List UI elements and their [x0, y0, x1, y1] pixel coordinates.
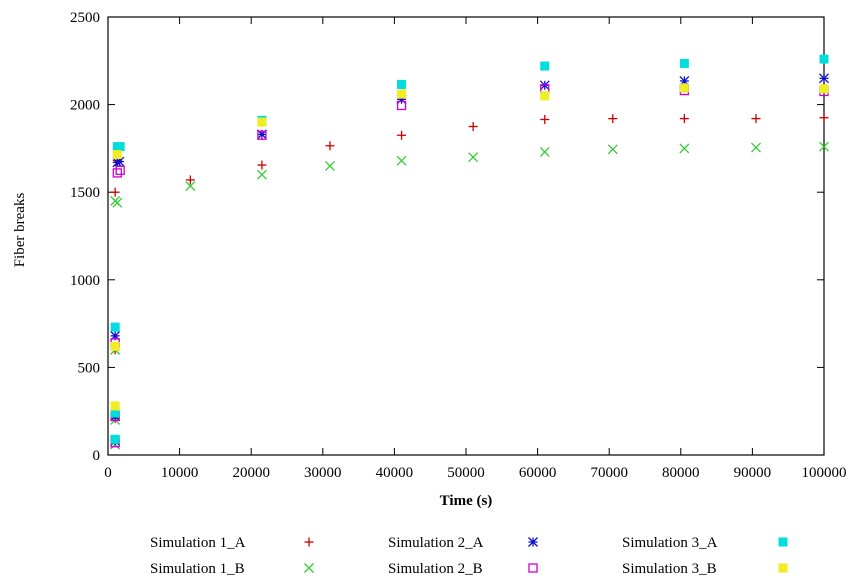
data-point-series-5 [110, 408, 120, 418]
legend-marker [528, 537, 538, 547]
data-point-series-1 [468, 122, 478, 131]
data-point-series-6 [397, 89, 407, 99]
data-point-series-2 [751, 142, 761, 153]
legend: Simulation 1_A Simulation 1_B Simulation 2… [150, 535, 788, 577]
data-point-series-5 [115, 142, 125, 152]
legend-item: Simulation 1_A [150, 535, 314, 551]
x-tick-label: 30000 [304, 465, 342, 481]
x-tick-label: 90000 [734, 465, 772, 481]
x-axis-label: Time (s) [440, 493, 493, 509]
legend-label: Simulation 1_A [150, 535, 246, 551]
legend-marker [778, 563, 788, 573]
data-point-series-5 [540, 61, 550, 71]
y-tick-label: 2000 [70, 98, 100, 114]
data-point-series-4 [112, 168, 122, 178]
data-point-series-5 [110, 434, 120, 444]
legend-marker [528, 563, 538, 573]
data-point-series-1 [608, 114, 618, 124]
data-point-series-6 [110, 341, 120, 351]
legend-label: Simulation 2_B [388, 561, 483, 577]
data-point-series-2 [325, 160, 335, 171]
data-point-series-5 [679, 58, 689, 68]
y-axis-label: Fiber breaks [12, 193, 28, 268]
legend-label: Simulation 1_B [150, 561, 245, 577]
x-tick-label: 60000 [519, 465, 557, 481]
legend-item: Simulation 2_B [388, 561, 538, 577]
data-point-series-3 [819, 73, 829, 84]
data-point-series-2 [112, 197, 123, 208]
data-point-series-2 [539, 146, 550, 157]
data-point-series-1 [185, 175, 195, 185]
data-point-series-1 [679, 114, 689, 124]
data-point-series-1 [540, 114, 550, 124]
data-point-series-5 [110, 322, 120, 332]
plot-axes [107, 16, 825, 456]
data-point-series-6 [679, 83, 689, 93]
data-points [110, 54, 829, 450]
x-tick-label: 40000 [376, 465, 414, 481]
data-point-series-2 [468, 152, 479, 163]
data-point-series-1 [110, 187, 120, 197]
data-point-series-4 [396, 100, 407, 111]
data-point-series-4 [115, 165, 125, 175]
legend-label: Simulation 2_A [388, 535, 484, 551]
data-point-series-6 [819, 84, 829, 94]
x-tick-label: 50000 [447, 465, 485, 481]
y-tick-label: 500 [78, 360, 101, 376]
legend-marker [304, 563, 314, 573]
data-point-series-5 [819, 54, 829, 64]
plot-frame [107, 16, 825, 456]
data-point-series-6 [112, 150, 122, 160]
legend-item: Simulation 3_A [622, 535, 788, 551]
data-point-series-4 [257, 130, 267, 140]
x-tick-label: 20000 [232, 465, 270, 481]
axis-ticks: 0 10000 20000 30000 40000 50000 60000 70000 8000… [70, 10, 847, 481]
x-tick-label: 10000 [161, 465, 199, 481]
data-point-series-1 [397, 130, 407, 140]
x-tick-label: 70000 [590, 465, 628, 481]
legend-item: Simulation 1_B [150, 561, 314, 577]
data-point-series-5 [397, 79, 407, 89]
data-point-series-2 [607, 144, 618, 155]
data-point-series-1 [819, 113, 829, 123]
legend-marker [304, 537, 314, 547]
x-tick-label: 80000 [662, 465, 700, 481]
y-tick-label: 2500 [70, 10, 100, 26]
legend-label: Simulation 3_A [622, 535, 718, 551]
data-point-series-2 [679, 143, 690, 154]
legend-marker [778, 537, 788, 547]
y-tick-label: 1500 [70, 185, 100, 201]
x-tick-label: 0 [104, 465, 112, 481]
y-tick-label: 0 [93, 448, 101, 464]
data-point-series-1 [257, 160, 267, 170]
data-point-series-6 [257, 117, 267, 127]
x-tick-label: 100000 [802, 465, 847, 481]
legend-item: Simulation 2_A [388, 535, 538, 551]
legend-label: Simulation 3_B [622, 561, 717, 577]
legend-item: Simulation 3_B [622, 561, 788, 577]
data-point-series-2 [819, 141, 829, 152]
data-point-series-2 [256, 169, 267, 180]
data-point-series-2 [396, 155, 407, 166]
y-tick-label: 1000 [70, 273, 100, 289]
data-point-series-1 [751, 114, 761, 124]
data-point-series-2 [185, 181, 196, 192]
data-point-series-1 [325, 141, 335, 151]
data-point-series-6 [110, 401, 120, 411]
data-point-series-6 [540, 91, 550, 101]
